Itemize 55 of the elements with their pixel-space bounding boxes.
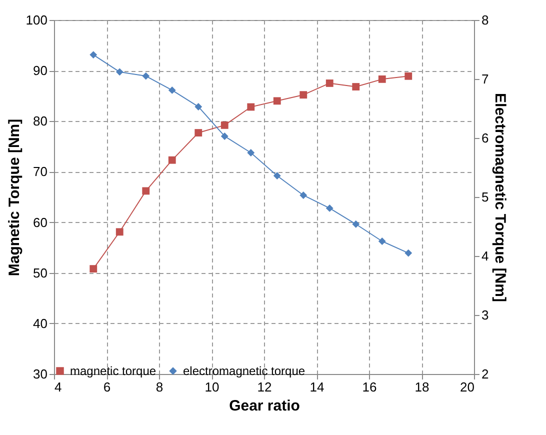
- y-tick-label: 80: [33, 114, 48, 129]
- point: [326, 80, 334, 87]
- x-tick-label: 6: [103, 380, 111, 394]
- point: [352, 83, 360, 90]
- point: [300, 91, 308, 99]
- point: [90, 51, 98, 59]
- point: [247, 103, 255, 111]
- point: [142, 187, 150, 195]
- x-tick-label: 8: [156, 380, 164, 394]
- y2-tick-label: 4: [482, 248, 489, 264]
- y-tick-label: 70: [33, 164, 48, 180]
- legend-label: electromagnetic torque: [183, 364, 306, 378]
- point: [90, 265, 98, 273]
- x-tick-label: 12: [257, 380, 272, 394]
- x-tick-label: 18: [414, 380, 430, 394]
- y2-tick-label: 8: [482, 12, 489, 28]
- point: [404, 72, 412, 80]
- y-tick-label: 100: [26, 12, 48, 28]
- x-tick-label: 20: [460, 380, 474, 394]
- point: [194, 129, 202, 136]
- point: [116, 68, 124, 76]
- point: [168, 156, 176, 164]
- point: [378, 238, 386, 245]
- point: [220, 121, 228, 129]
- x-axis-title: Gear ratio: [229, 398, 300, 414]
- y2-axis-title: Electromagnetic Torque [Nm]: [492, 93, 509, 302]
- y2-tick-label: 6: [482, 130, 489, 146]
- point: [220, 132, 228, 140]
- point: [116, 228, 124, 236]
- point: [378, 75, 386, 83]
- point: [194, 103, 202, 110]
- x-tick-label: 4: [54, 380, 62, 394]
- y-tick-label: 40: [33, 316, 48, 331]
- legend-label: magnetic torque: [70, 364, 156, 378]
- point: [352, 220, 360, 228]
- x-tick-label: 14: [310, 380, 324, 394]
- point: [326, 204, 334, 212]
- y-tick-label: 60: [33, 214, 48, 230]
- x-tick-label: 10: [204, 380, 220, 394]
- x-tick-label: 16: [362, 380, 377, 394]
- point: [404, 249, 412, 257]
- y-axis-title: Magnetic Torque [Nm]: [6, 118, 23, 276]
- point: [247, 149, 255, 156]
- y2-tick-label: 2: [482, 366, 489, 382]
- point: [142, 72, 150, 80]
- y2-tick-label: 3: [482, 308, 489, 322]
- point: [273, 172, 281, 180]
- y-tick-label: 50: [33, 265, 48, 280]
- y2-tick-label: 7: [482, 72, 489, 86]
- point: [168, 86, 176, 94]
- point: [300, 192, 308, 199]
- y2-tick-label: 5: [482, 190, 489, 204]
- y-tick-label: 30: [33, 366, 48, 382]
- point: [273, 97, 281, 105]
- y-tick-label: 90: [33, 63, 48, 78]
